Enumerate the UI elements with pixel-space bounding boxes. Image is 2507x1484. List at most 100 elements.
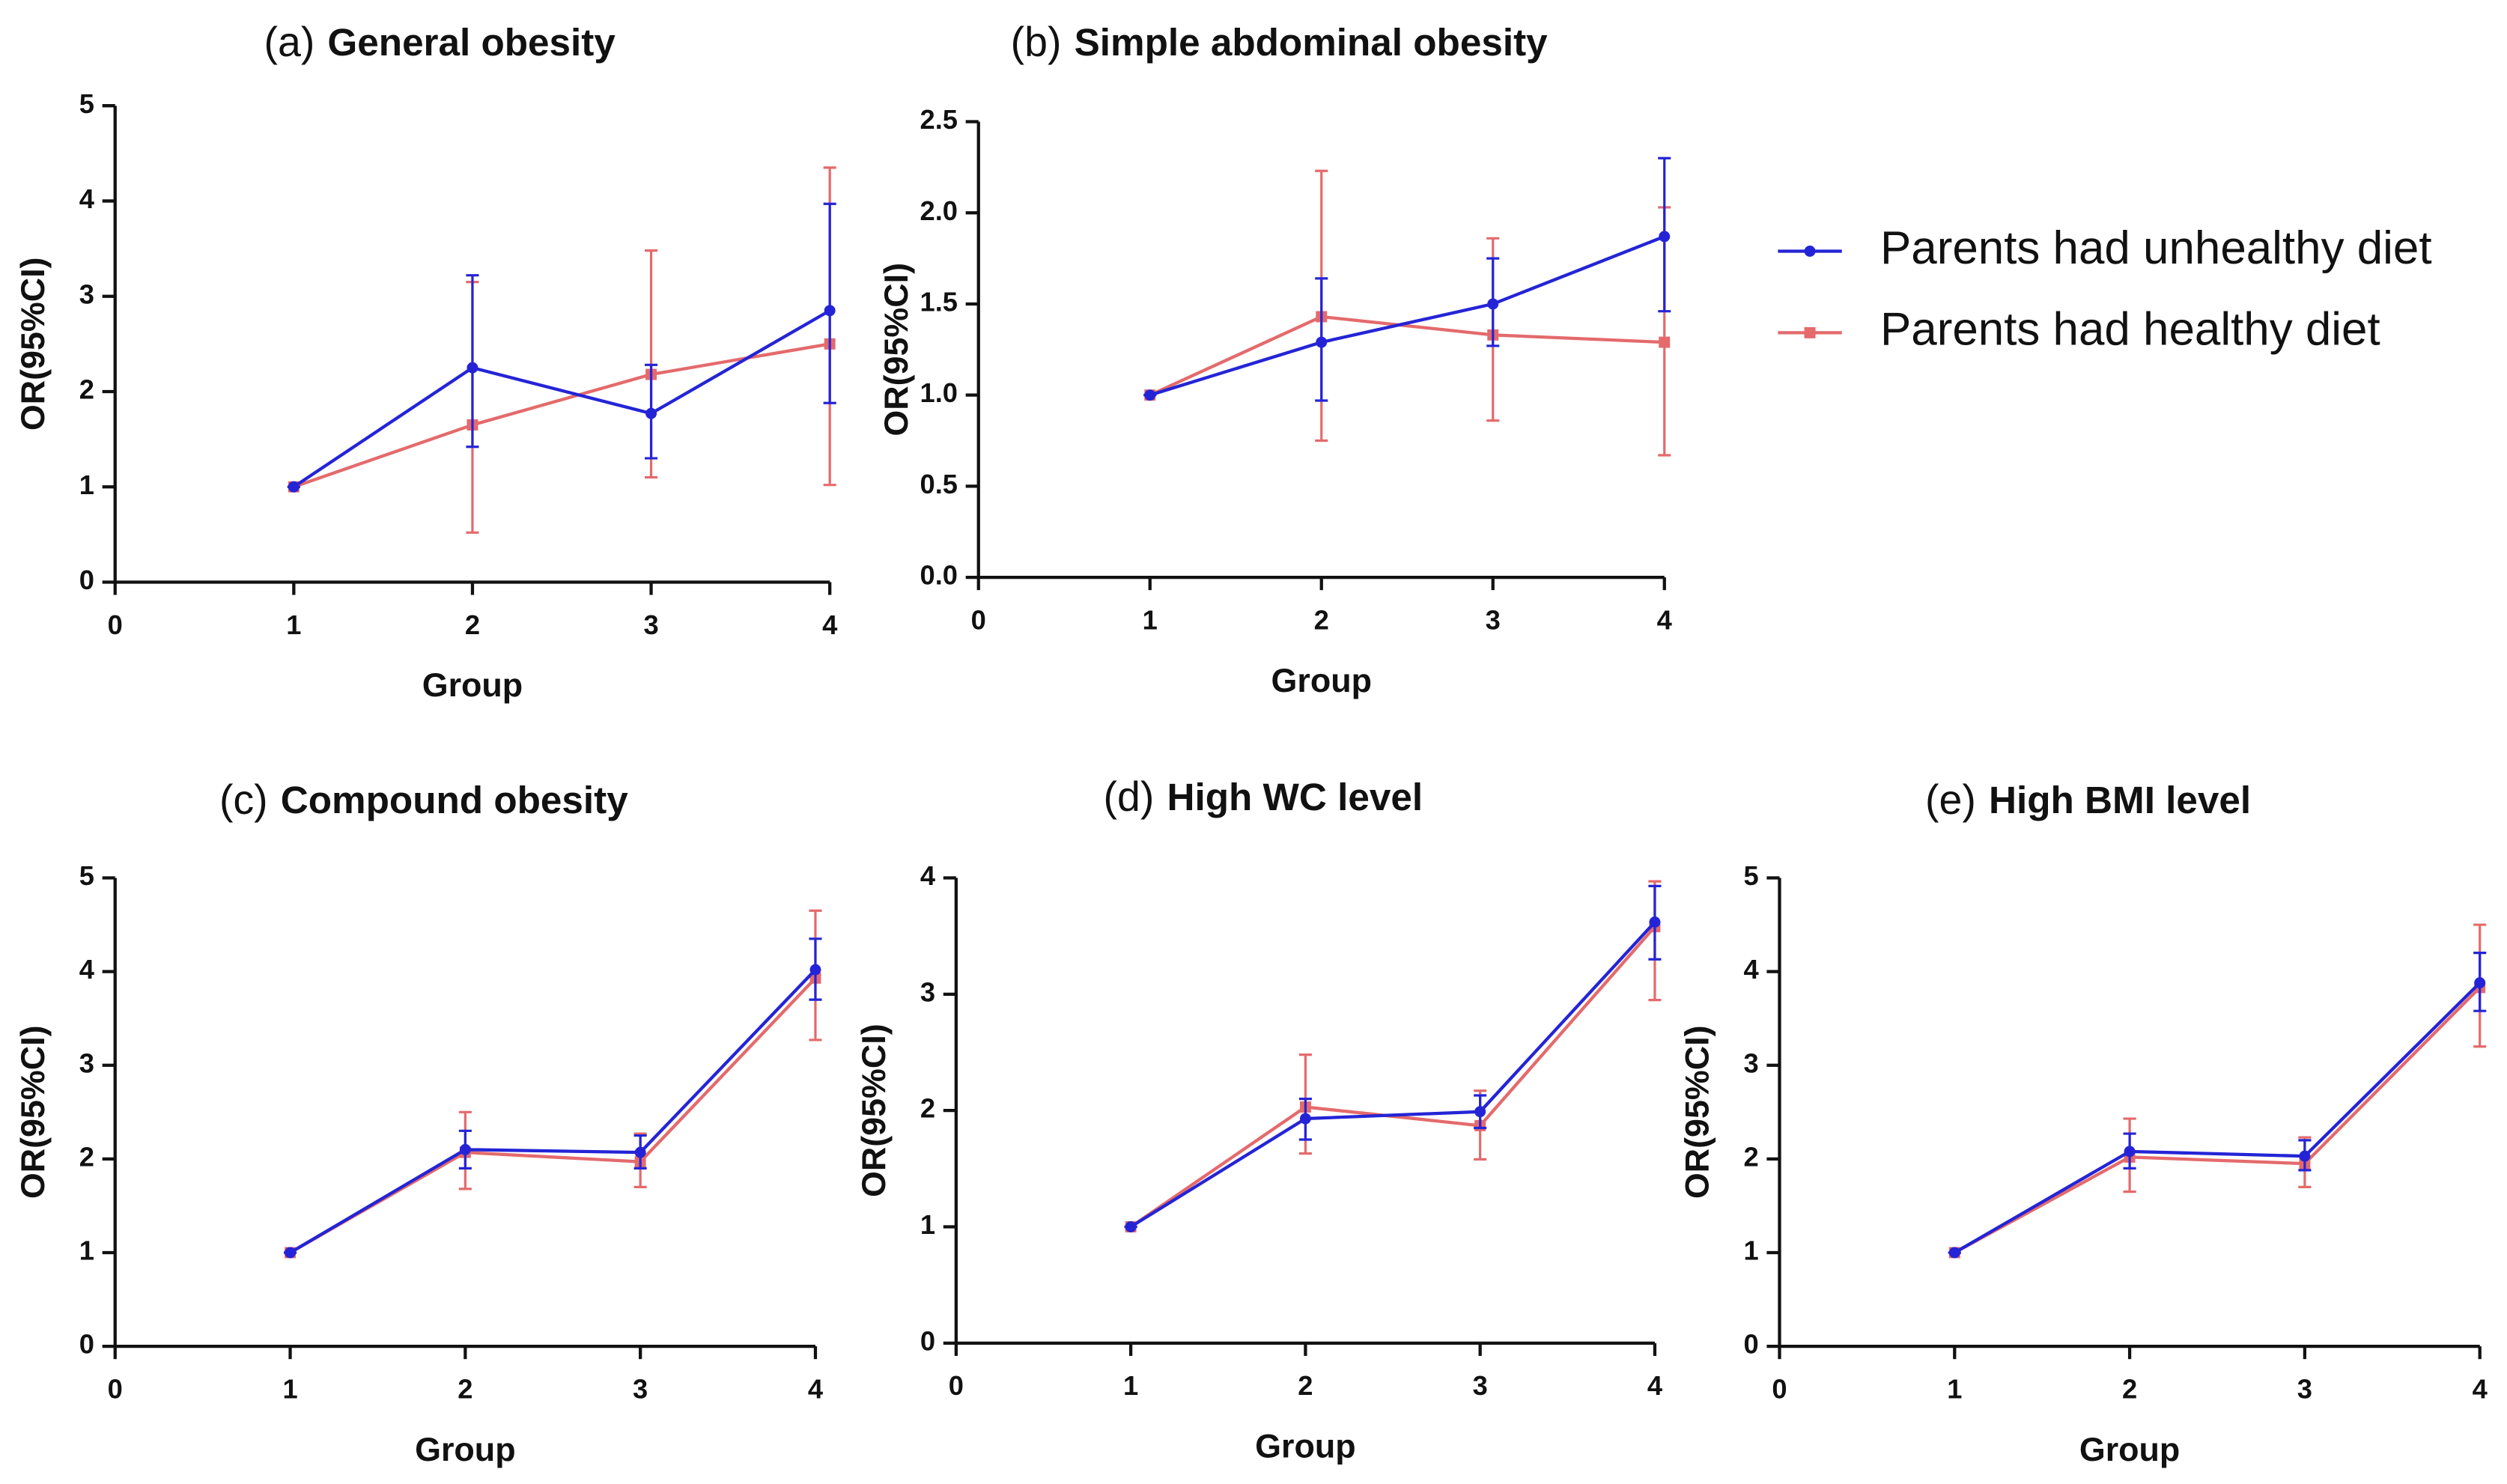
- x-tick-label: 4: [2473, 1373, 2488, 1404]
- x-tick-label: 3: [2297, 1373, 2312, 1404]
- panel-label: (b): [1011, 19, 1062, 65]
- x-tick-label: 0: [108, 1373, 123, 1404]
- y-tick-label: 0.5: [920, 469, 958, 499]
- x-tick-label: 4: [1657, 604, 1672, 635]
- series-line: [1954, 982, 2482, 1254]
- point: [2124, 1146, 2136, 1158]
- y-tick-label: 2: [1744, 1141, 1759, 1172]
- legend-marker: [1804, 326, 1816, 338]
- x-tick-label: 0: [108, 609, 123, 640]
- legend-label: Parents had unhealthy diet: [1880, 222, 2432, 274]
- panel-title-text: High BMI level: [1989, 779, 2251, 821]
- y-tick-label: 1: [920, 1209, 935, 1240]
- series-line: [1149, 314, 1665, 397]
- y-tick-label: 3: [79, 279, 94, 309]
- y-tick-label: 2: [79, 374, 94, 405]
- point: [1948, 1247, 1960, 1259]
- y-tick-label: 4: [1744, 954, 1759, 985]
- y-tick-label: 2.0: [920, 195, 958, 226]
- point: [824, 305, 836, 317]
- panel-label: (e): [1925, 776, 1976, 823]
- y-tick-label: 5: [79, 88, 94, 119]
- y-tick-label: 1: [79, 1235, 94, 1266]
- panel-title-text: Simple abdominal obesity: [1075, 21, 1549, 64]
- series-line: [1149, 234, 1665, 397]
- x-tick-label: 2: [465, 609, 480, 640]
- x-axis-label: Group: [2079, 1430, 2180, 1468]
- x-tick-label: 0: [971, 604, 986, 635]
- series-line: [293, 342, 830, 489]
- legend-marker: [1804, 246, 1816, 257]
- y-tick-label: 1.5: [920, 287, 958, 317]
- x-tick-label: 2: [1298, 1370, 1313, 1401]
- x-tick-label: 2: [458, 1373, 472, 1404]
- y-tick-label: 4: [79, 183, 94, 214]
- panel-label: (d): [1104, 773, 1155, 820]
- y-tick-label: 0.0: [920, 560, 958, 591]
- error-bar: [823, 202, 836, 404]
- x-tick-label: 3: [643, 609, 658, 640]
- x-tick-label: 4: [1647, 1370, 1662, 1401]
- x-tick-label: 0: [1772, 1373, 1787, 1404]
- point: [645, 407, 657, 419]
- point: [1144, 389, 1156, 401]
- x-tick-label: 1: [1947, 1373, 1962, 1404]
- point: [1474, 1106, 1486, 1118]
- x-tick-label: 0: [949, 1370, 964, 1401]
- y-tick-label: 0: [79, 1329, 94, 1360]
- panel-title: (d) High WC level: [1104, 773, 1423, 820]
- y-tick-label: 0: [1744, 1329, 1759, 1360]
- point: [1299, 1113, 1311, 1125]
- y-tick-label: 1.0: [920, 377, 958, 408]
- point: [285, 1247, 297, 1259]
- y-tick-label: 4: [920, 860, 935, 891]
- point: [2299, 1150, 2311, 1162]
- x-axis-label: Group: [1255, 1427, 1355, 1465]
- x-tick-label: 3: [1473, 1370, 1488, 1401]
- error-bar: [466, 274, 479, 448]
- x-tick-label: 1: [282, 1373, 297, 1404]
- x-tick-label: 3: [633, 1373, 648, 1404]
- point: [1649, 916, 1661, 928]
- y-axis-label: OR(95%CI): [877, 263, 915, 437]
- panel-label: (c): [219, 776, 268, 823]
- legend-label: Parents had healthy diet: [1880, 304, 2380, 356]
- x-tick-label: 4: [808, 1373, 823, 1404]
- series-line: [1129, 921, 1656, 1229]
- series-line: [289, 976, 817, 1254]
- error-bar-line: [466, 274, 479, 448]
- y-tick-label: 0: [79, 565, 94, 595]
- y-tick-label: 3: [1744, 1047, 1759, 1078]
- y-tick-label: 5: [79, 860, 94, 891]
- x-tick-label: 4: [822, 609, 837, 640]
- point: [1659, 231, 1671, 243]
- point: [809, 964, 821, 976]
- point: [1125, 1221, 1137, 1232]
- y-tick-label: 1: [79, 469, 94, 500]
- y-tick-label: 2: [920, 1093, 935, 1124]
- point: [1487, 298, 1499, 310]
- x-tick-label: 3: [1486, 604, 1501, 635]
- y-tick-label: 2: [79, 1141, 94, 1172]
- x-tick-label: 1: [1143, 604, 1158, 635]
- panel-title-text: Compound obesity: [281, 779, 628, 821]
- series-line: [293, 308, 831, 488]
- series-line: [1954, 986, 2482, 1254]
- x-tick-label: 1: [1123, 1370, 1138, 1401]
- panel-title: (e) High BMI level: [1925, 776, 2251, 823]
- panel-title: (a) General obesity: [264, 19, 616, 65]
- point: [634, 1146, 646, 1158]
- y-tick-label: 5: [1744, 860, 1759, 891]
- y-tick-label: 0: [920, 1325, 935, 1356]
- y-tick-label: 2.5: [920, 104, 958, 135]
- y-tick-label: 1: [1744, 1235, 1759, 1266]
- x-tick-label: 2: [1314, 604, 1329, 635]
- error-bar-line: [823, 202, 836, 404]
- x-tick-label: 1: [286, 609, 301, 640]
- panel-title-text: General obesity: [327, 21, 616, 64]
- panel-title: (b) Simple abdominal obesity: [1011, 19, 1548, 65]
- panel-title: (c) Compound obesity: [219, 776, 628, 823]
- y-axis-label: OR(95%CI): [1678, 1025, 1716, 1199]
- x-axis-label: Group: [1271, 661, 1372, 699]
